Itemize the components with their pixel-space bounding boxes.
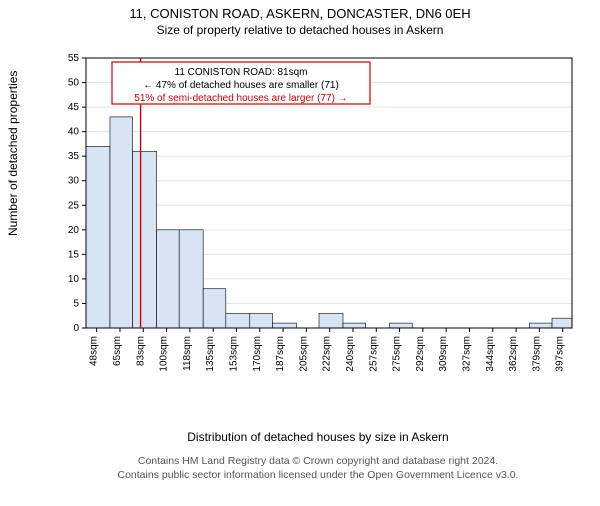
svg-text:35: 35 (68, 151, 80, 162)
svg-text:379sqm: 379sqm (531, 336, 542, 372)
svg-text:0: 0 (73, 323, 79, 334)
page-title: 11, CONISTON ROAD, ASKERN, DONCASTER, DN… (0, 6, 600, 21)
page-subtitle: Size of property relative to detached ho… (0, 23, 600, 37)
svg-text:292sqm: 292sqm (415, 336, 426, 372)
svg-text:222sqm: 222sqm (322, 336, 333, 372)
svg-text:205sqm: 205sqm (298, 336, 309, 372)
svg-text:11 CONISTON ROAD: 81sqm: 11 CONISTON ROAD: 81sqm (175, 67, 308, 78)
svg-text:5: 5 (73, 298, 79, 309)
chart-area: 0 5 10 15 20 25 30 35 40 45 50 55 48sqm 65sqm 83sqm 100… (58, 52, 578, 382)
svg-text:10: 10 (68, 274, 80, 285)
svg-text:118sqm: 118sqm (182, 336, 193, 371)
svg-text:48sqm: 48sqm (89, 336, 100, 366)
attribution-line-1: Contains HM Land Registry data © Crown c… (138, 455, 498, 467)
svg-text:344sqm: 344sqm (485, 336, 496, 372)
histogram-chart: 0 5 10 15 20 25 30 35 40 45 50 55 48sqm 65sqm 83sqm 100… (58, 52, 578, 382)
svg-text:309sqm: 309sqm (438, 336, 449, 372)
attribution-text: Contains HM Land Registry data © Crown c… (58, 454, 578, 482)
svg-text:51% of semi-detached houses ar: 51% of semi-detached houses are larger (… (134, 93, 347, 104)
svg-text:100sqm: 100sqm (159, 336, 170, 372)
svg-text:135sqm: 135sqm (205, 336, 216, 372)
svg-text:20: 20 (68, 225, 80, 236)
x-axis-label: Distribution of detached houses by size … (58, 430, 578, 444)
svg-text:25: 25 (68, 200, 80, 211)
svg-text:275sqm: 275sqm (392, 336, 403, 372)
svg-text:362sqm: 362sqm (508, 336, 519, 372)
svg-text:153sqm: 153sqm (228, 336, 239, 372)
svg-text:257sqm: 257sqm (368, 336, 379, 372)
svg-text:45: 45 (68, 102, 80, 113)
svg-text:65sqm: 65sqm (112, 336, 123, 366)
svg-text:83sqm: 83sqm (135, 336, 146, 366)
svg-text:40: 40 (68, 127, 80, 138)
svg-text:55: 55 (68, 53, 80, 64)
y-axis-label: Number of detached properties (6, 71, 20, 236)
svg-text:50: 50 (68, 78, 80, 89)
svg-text:327sqm: 327sqm (461, 336, 472, 372)
svg-text:240sqm: 240sqm (345, 336, 356, 372)
svg-text:187sqm: 187sqm (275, 336, 286, 372)
attribution-line-2: Contains public sector information licen… (118, 469, 519, 481)
svg-text:15: 15 (68, 249, 80, 260)
svg-text:30: 30 (68, 176, 80, 187)
svg-text:170sqm: 170sqm (252, 336, 263, 372)
svg-text:397sqm: 397sqm (555, 336, 566, 372)
svg-text:← 47% of detached houses are s: ← 47% of detached houses are smaller (71… (143, 80, 339, 91)
